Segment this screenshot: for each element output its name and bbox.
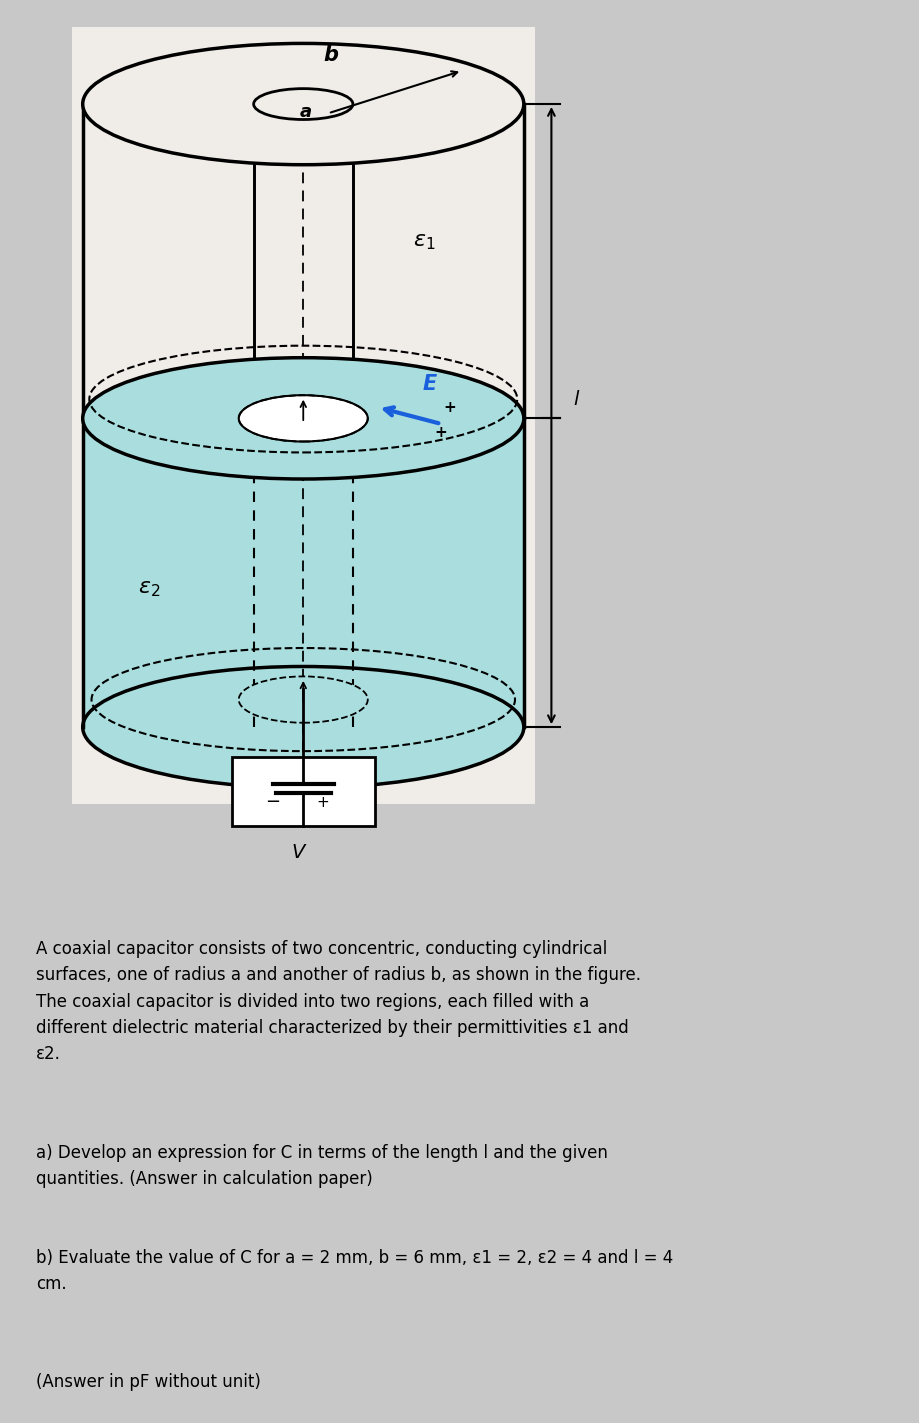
Ellipse shape xyxy=(83,666,524,788)
Text: +: + xyxy=(435,424,448,440)
Text: $\varepsilon_1$: $\varepsilon_1$ xyxy=(414,232,436,252)
Text: l: l xyxy=(573,390,579,408)
Text: b: b xyxy=(323,46,338,65)
Bar xyxy=(232,757,375,827)
Ellipse shape xyxy=(83,44,524,165)
Text: $\varepsilon_2$: $\varepsilon_2$ xyxy=(138,579,160,599)
Text: +: + xyxy=(443,400,456,416)
Text: (Answer in pF without unit): (Answer in pF without unit) xyxy=(36,1373,261,1392)
Ellipse shape xyxy=(239,676,368,723)
Text: V: V xyxy=(291,842,304,862)
Ellipse shape xyxy=(239,396,368,441)
Text: −: − xyxy=(266,793,280,811)
Text: A coaxial capacitor consists of two concentric, conducting cylindrical
surfaces,: A coaxial capacitor consists of two conc… xyxy=(36,941,641,1063)
Text: a: a xyxy=(300,104,312,121)
Text: E: E xyxy=(423,374,437,394)
Text: b) Evaluate the value of C for a = 2 mm, b = 6 mm, ε1 = 2, ε2 = 4 and l = 4
cm.: b) Evaluate the value of C for a = 2 mm,… xyxy=(36,1249,674,1294)
Text: a) Develop an expression for C in terms of the length l and the given
quantities: a) Develop an expression for C in terms … xyxy=(36,1144,607,1188)
FancyBboxPatch shape xyxy=(72,27,535,804)
Ellipse shape xyxy=(254,88,353,120)
Ellipse shape xyxy=(83,357,524,480)
Text: +: + xyxy=(316,795,329,810)
